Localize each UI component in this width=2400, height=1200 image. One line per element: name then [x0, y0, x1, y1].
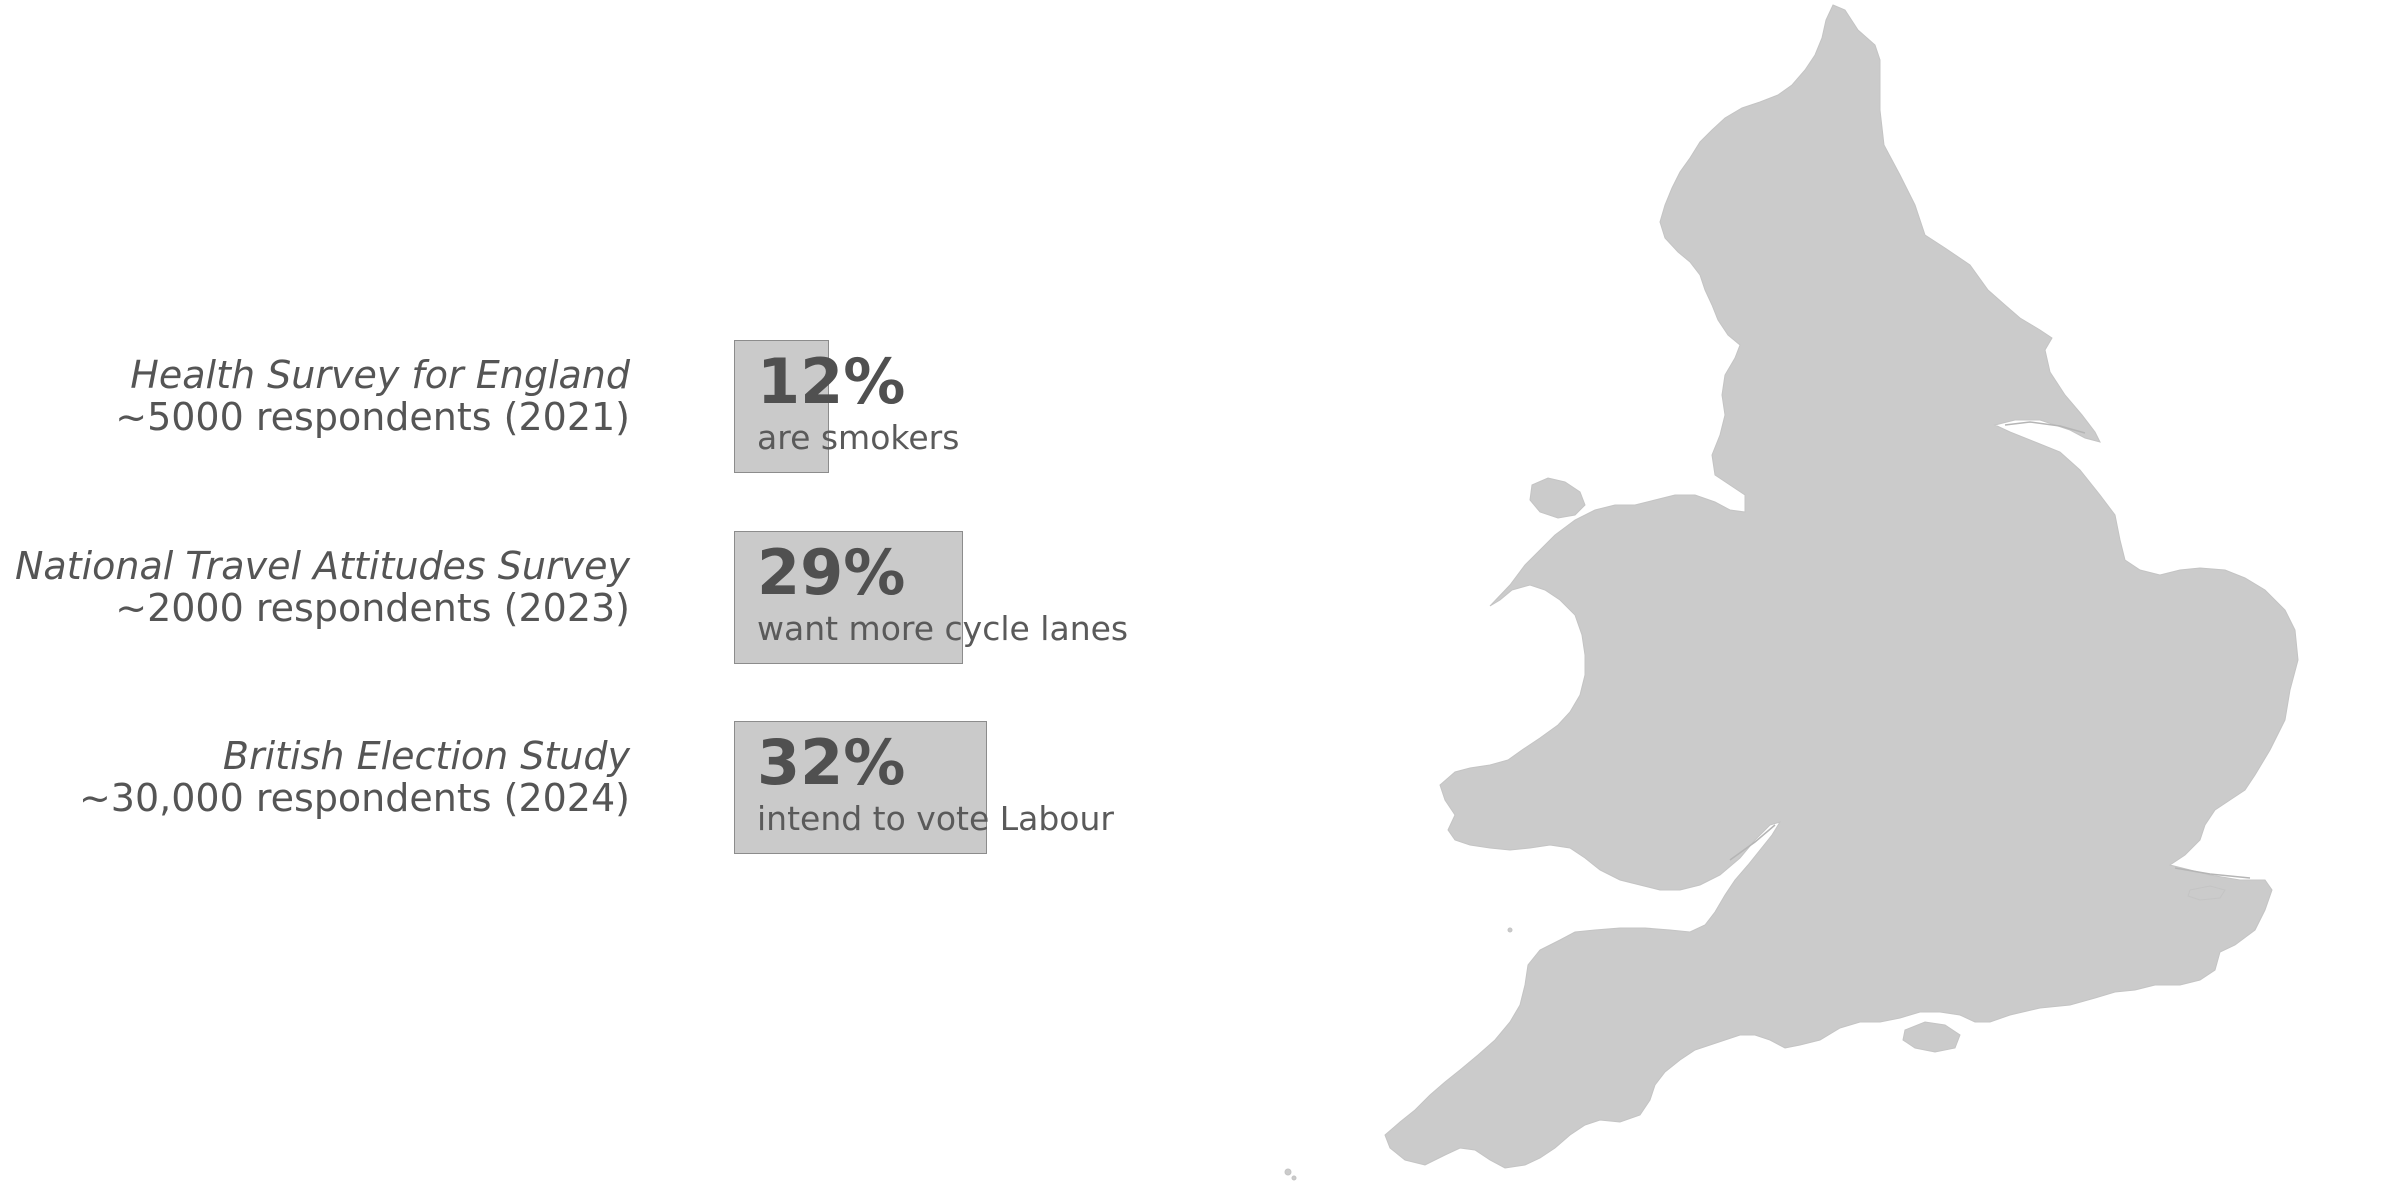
data-label: 29%: [757, 536, 906, 609]
humber-estuary: [2004, 421, 2086, 434]
england-and-wales-map-icon: [1284, 4, 2299, 1181]
stat-caption: want more cycle lanes: [757, 609, 1129, 648]
stat-caption: intend to vote Labour: [757, 799, 1114, 838]
map-container: [1280, 0, 2400, 1200]
survey-name: Health Survey for England: [130, 353, 630, 397]
data-label: 32%: [757, 726, 906, 799]
bar: [734, 531, 964, 664]
data-label: 12%: [757, 345, 906, 418]
survey-row: Health Survey for England ~5000 responde…: [0, 340, 1200, 475]
survey-respondents: ~2000 respondents (2023): [115, 586, 630, 630]
anglesey-shape: [1529, 477, 1586, 519]
stat: 32% intend to vote Labour: [757, 727, 1114, 839]
stat-caption: are smokers: [757, 418, 960, 457]
bar: [734, 340, 829, 473]
scilly-shape: [1284, 1168, 1292, 1176]
sheppey-shape: [2187, 885, 2226, 901]
survey-name: British Election Study: [222, 734, 630, 778]
survey-label: National Travel Attitudes Survey ~2000 r…: [15, 545, 630, 629]
scilly-shape: [1291, 1175, 1297, 1181]
survey-respondents: ~5000 respondents (2021): [115, 395, 630, 439]
survey-label: Health Survey for England ~5000 responde…: [115, 354, 630, 438]
severn-estuary: [1729, 824, 1776, 861]
stat: 29% want more cycle lanes: [757, 537, 1128, 649]
survey-row: National Travel Attitudes Survey ~2000 r…: [0, 531, 1200, 666]
isle-of-wight-shape: [1902, 1021, 1961, 1053]
survey-row: British Election Study ~30,000 responden…: [0, 721, 1200, 856]
bar: [734, 721, 987, 854]
thames-estuary: [2174, 867, 2251, 879]
lundy-shape: [1507, 927, 1513, 933]
stat: 12% are smokers: [757, 346, 959, 458]
survey-label: British Election Study ~30,000 responden…: [79, 735, 630, 819]
survey-respondents: ~30,000 respondents (2024): [78, 776, 630, 820]
mainland-shape: [1384, 4, 2299, 1169]
survey-name: National Travel Attitudes Survey: [15, 544, 630, 588]
